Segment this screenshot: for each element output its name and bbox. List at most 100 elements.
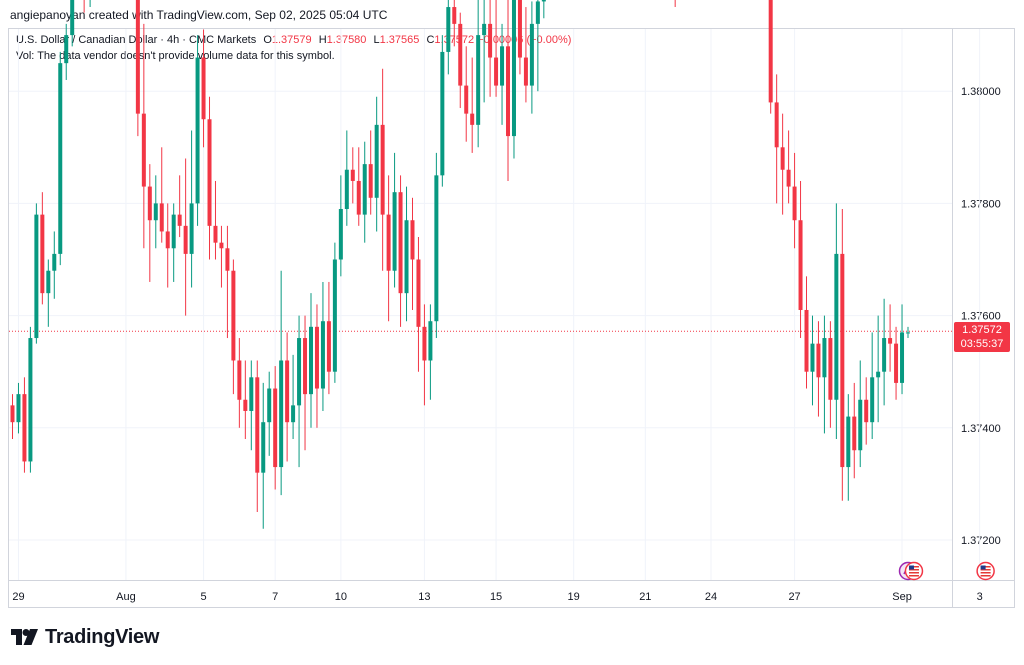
candle-up <box>434 175 439 322</box>
last-price-value: 1.37572 <box>962 324 1002 337</box>
candle-down <box>470 113 475 125</box>
candle-up <box>267 388 272 423</box>
candle-down <box>494 57 499 86</box>
candle-down <box>237 360 242 400</box>
candlestick-chart[interactable]: 1.394001.392001.390001.388001.386001.384… <box>0 0 1024 610</box>
x-axis-tick-label: 15 <box>490 591 502 603</box>
candle-up <box>374 124 379 198</box>
candle-down <box>517 0 522 58</box>
open-value: 1.37579 <box>271 34 312 46</box>
candle-down <box>147 186 152 221</box>
y-axis-tick-label: 1.37800 <box>961 198 1001 210</box>
candle-up <box>362 164 367 215</box>
x-axis-tick-label: 19 <box>568 591 580 603</box>
candle-down <box>135 0 140 114</box>
candle-down <box>386 214 391 271</box>
x-axis-tick-label: 29 <box>12 591 24 603</box>
candle-down <box>207 119 212 226</box>
candle-up <box>46 270 51 294</box>
candle-down <box>792 186 797 221</box>
candle-up <box>440 51 445 176</box>
candle-up <box>882 338 887 372</box>
y-axis-tick-label: 1.37400 <box>961 423 1001 435</box>
candle-up <box>58 63 63 254</box>
us-flag-icon[interactable] <box>976 561 995 581</box>
candle-down <box>780 147 785 170</box>
candle-up <box>28 338 33 462</box>
candle-up <box>153 203 158 221</box>
candle-up <box>249 377 254 411</box>
candle-up <box>529 23 534 86</box>
candle-down <box>201 57 206 120</box>
candle-down <box>852 416 857 451</box>
candle-down <box>314 326 319 389</box>
open-label: O <box>263 34 272 46</box>
candle-up <box>810 343 815 372</box>
last-price-label: 1.37572 03:55:37 <box>954 322 1010 353</box>
us-flag-icon[interactable] <box>904 561 924 581</box>
high-label: H <box>318 34 327 46</box>
candle-down <box>894 343 899 383</box>
candle-down <box>422 326 427 361</box>
candle-up <box>858 399 863 451</box>
candle-up <box>535 1 540 24</box>
high-value: 1.37580 <box>326 34 367 46</box>
candle-up <box>404 220 409 294</box>
candle-up <box>541 0 546 2</box>
candle-up <box>876 371 881 378</box>
candle-down <box>398 192 403 294</box>
candle-up <box>834 253 839 400</box>
candle-down <box>303 338 308 395</box>
y-axis-tick-label: 1.37200 <box>961 535 1001 547</box>
tradingview-logo[interactable]: TradingView <box>11 626 159 648</box>
candle-down <box>165 231 170 249</box>
candle-up <box>476 35 481 125</box>
x-axis-tick-label: 10 <box>335 591 347 603</box>
x-axis-tick-label: 24 <box>705 591 717 603</box>
candle-down <box>141 113 146 187</box>
candle-down <box>828 338 833 400</box>
candle-up <box>846 416 851 468</box>
candle-up <box>195 57 200 204</box>
candle-up <box>344 169 349 210</box>
candle-down <box>368 164 373 198</box>
x-axis-tick-label: 27 <box>788 591 800 603</box>
x-axis-tick-label: 13 <box>418 591 430 603</box>
low-value: 1.37565 <box>379 34 420 46</box>
candle-up <box>279 360 284 468</box>
candle-down <box>380 124 385 215</box>
candle-up <box>320 321 325 389</box>
candle-down <box>506 46 511 137</box>
candle-down <box>864 399 869 423</box>
candle-up <box>332 259 337 372</box>
candle-down <box>285 360 290 423</box>
x-axis-tick-label: 5 <box>200 591 206 603</box>
tradingview-logo-icon <box>11 629 38 645</box>
x-axis-tick-label: Aug <box>116 591 136 603</box>
x-axis-tick-label: 21 <box>639 591 651 603</box>
candle-down <box>523 57 528 86</box>
x-axis-tick-label: Sep <box>892 591 912 603</box>
candle-down <box>225 248 230 271</box>
close-label: C <box>426 34 435 46</box>
candle-down <box>159 203 164 232</box>
candle-down <box>40 214 45 294</box>
candle-down <box>410 220 415 260</box>
candle-up <box>428 321 433 361</box>
candle-down <box>798 220 803 310</box>
candle-down <box>774 102 779 148</box>
candle-down <box>350 169 355 181</box>
chart-frame <box>8 28 1015 608</box>
candle-down <box>22 394 27 462</box>
candle-up <box>16 394 21 423</box>
candle-up <box>297 338 302 406</box>
candle-up <box>52 253 57 271</box>
candle-up <box>338 209 343 260</box>
candle-down <box>416 259 421 327</box>
candle-down <box>326 321 331 372</box>
x-axis-tick-label: 3 <box>977 591 983 603</box>
low-label: L <box>373 34 380 46</box>
candle-down <box>786 169 791 187</box>
candle-down <box>464 85 469 114</box>
tradingview-wordmark: TradingView <box>45 625 160 648</box>
